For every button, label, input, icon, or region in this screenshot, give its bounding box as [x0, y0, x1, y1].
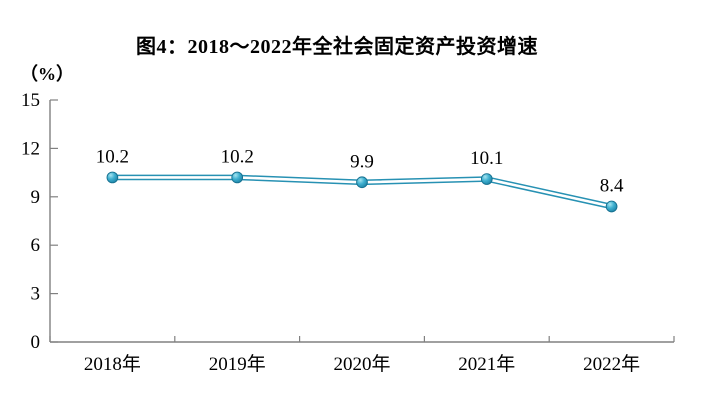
y-axis-unit-label: （%）: [20, 64, 74, 84]
y-tick-label: 12: [21, 138, 40, 159]
data-point-marker: [356, 176, 368, 189]
data-value-label: 10.2: [221, 146, 254, 167]
y-tick-label: 0: [31, 332, 41, 353]
x-category-label: 2018年: [84, 353, 141, 375]
data-point-marker: [605, 200, 618, 213]
data-value-label: 10.1: [470, 148, 503, 169]
data-value-label: 8.4: [600, 175, 624, 196]
y-tick-label: 3: [31, 284, 41, 305]
x-category-label: 2019年: [209, 353, 266, 375]
x-category-label: 2022年: [583, 353, 640, 375]
data-value-label: 9.9: [350, 151, 374, 172]
data-point-marker: [106, 171, 119, 184]
y-tick-label: 15: [21, 90, 40, 111]
data-value-label: 10.2: [96, 146, 129, 167]
x-category-label: 2020年: [333, 353, 390, 375]
chart-title: 图4：2018～2022年全社会固定资产投资增速: [136, 36, 538, 58]
data-point-marker: [231, 171, 244, 184]
data-point-marker: [480, 173, 493, 185]
y-tick-label: 6: [31, 235, 41, 256]
x-category-label: 2021年: [458, 353, 515, 375]
y-tick-label: 9: [31, 187, 41, 208]
